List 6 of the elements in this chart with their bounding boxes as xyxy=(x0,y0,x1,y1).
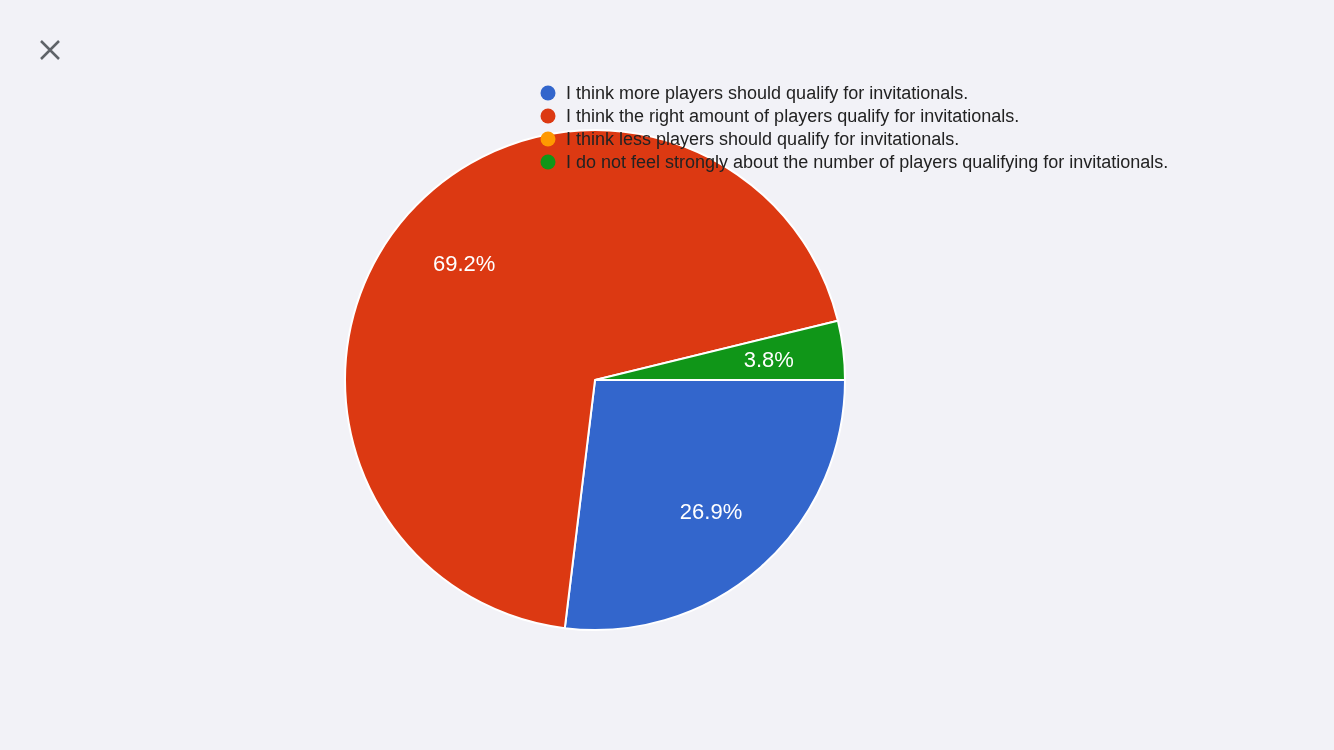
data-label: 26.9% xyxy=(679,498,743,524)
legend-label: I think less players should qualify for invitationals. xyxy=(566,129,960,150)
legend-label: I think the right amount of players qualify for invitationals. xyxy=(566,106,1020,127)
legend-label: I think more players should qualify for invitationals. xyxy=(566,83,969,104)
data-label: 69.2% xyxy=(432,251,496,277)
data-label: 3.8% xyxy=(743,346,794,372)
